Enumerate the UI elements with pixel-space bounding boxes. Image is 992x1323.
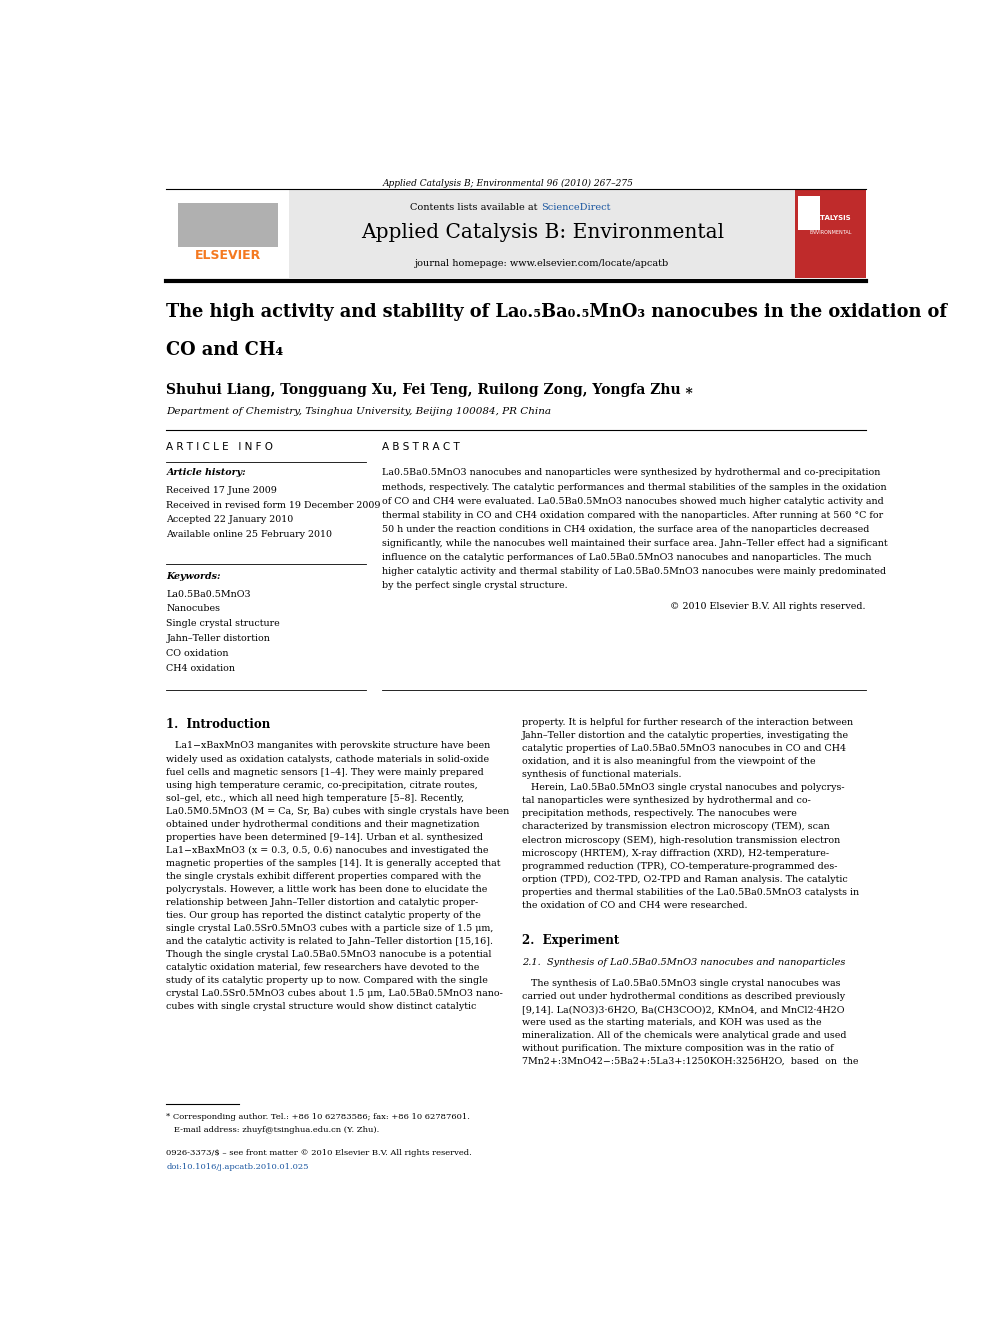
Text: the oxidation of CO and CH4 were researched.: the oxidation of CO and CH4 were researc…: [522, 901, 748, 910]
Text: catalytic oxidation material, few researchers have devoted to the: catalytic oxidation material, few resear…: [167, 963, 480, 972]
Text: by the perfect single crystal structure.: by the perfect single crystal structure.: [382, 581, 567, 590]
Text: significantly, while the nanocubes well maintained their surface area. Jahn–Tell: significantly, while the nanocubes well …: [382, 538, 887, 548]
Text: higher catalytic activity and thermal stability of La0.5Ba0.5MnO3 nanocubes were: higher catalytic activity and thermal st…: [382, 566, 886, 576]
Text: Available online 25 February 2010: Available online 25 February 2010: [167, 531, 332, 538]
Text: Herein, La0.5Ba0.5MnO3 single crystal nanocubes and polycrys-: Herein, La0.5Ba0.5MnO3 single crystal na…: [522, 783, 845, 792]
Text: cubes with single crystal structure would show distinct catalytic: cubes with single crystal structure woul…: [167, 1003, 477, 1011]
Text: Contents lists available at: Contents lists available at: [410, 202, 541, 212]
Text: widely used as oxidation catalysts, cathode materials in solid-oxide: widely used as oxidation catalysts, cath…: [167, 754, 489, 763]
Text: properties have been determined [9–14]. Urban et al. synthesized: properties have been determined [9–14]. …: [167, 832, 483, 841]
Text: were used as the starting materials, and KOH was used as the: were used as the starting materials, and…: [522, 1017, 821, 1027]
Text: A B S T R A C T: A B S T R A C T: [382, 442, 459, 452]
Text: properties and thermal stabilities of the La0.5Ba0.5MnO3 catalysts in: properties and thermal stabilities of th…: [522, 888, 859, 897]
Text: sol–gel, etc., which all need high temperature [5–8]. Recently,: sol–gel, etc., which all need high tempe…: [167, 794, 464, 803]
Bar: [796, 191, 866, 278]
Text: programmed reduction (TPR), CO-temperature-programmed des-: programmed reduction (TPR), CO-temperatu…: [522, 861, 837, 871]
Text: Shuhui Liang, Tongguang Xu, Fei Teng, Ruilong Zong, Yongfa Zhu ⁎: Shuhui Liang, Tongguang Xu, Fei Teng, Ru…: [167, 382, 693, 397]
Text: Received in revised form 19 December 2009: Received in revised form 19 December 200…: [167, 500, 381, 509]
Text: study of its catalytic property up to now. Compared with the single: study of its catalytic property up to no…: [167, 976, 488, 986]
Text: The high activity and stability of La₀.₅Ba₀.₅MnO₃ nanocubes in the oxidation of: The high activity and stability of La₀.₅…: [167, 303, 947, 321]
Text: La1−xBaxMnO3 (x = 0.3, 0.5, 0.6) nanocubes and investigated the: La1−xBaxMnO3 (x = 0.3, 0.5, 0.6) nanocub…: [167, 845, 489, 855]
Text: La0.5M0.5MnO3 (M = Ca, Sr, Ba) cubes with single crystals have been: La0.5M0.5MnO3 (M = Ca, Sr, Ba) cubes wit…: [167, 807, 510, 816]
Text: E-mail address: zhuyf@tsinghua.edu.cn (Y. Zhu).: E-mail address: zhuyf@tsinghua.edu.cn (Y…: [167, 1126, 380, 1134]
Text: * Corresponding author. Tel.: +86 10 62783586; fax: +86 10 62787601.: * Corresponding author. Tel.: +86 10 627…: [167, 1113, 470, 1122]
Text: CATALYSIS: CATALYSIS: [810, 216, 851, 221]
Text: catalytic properties of La0.5Ba0.5MnO3 nanocubes in CO and CH4: catalytic properties of La0.5Ba0.5MnO3 n…: [522, 744, 846, 753]
Text: La0.5Ba0.5MnO3: La0.5Ba0.5MnO3: [167, 590, 251, 599]
Text: obtained under hydrothermal conditions and their magnetization: obtained under hydrothermal conditions a…: [167, 820, 480, 828]
Text: Accepted 22 January 2010: Accepted 22 January 2010: [167, 516, 294, 524]
Text: mineralization. All of the chemicals were analytical grade and used: mineralization. All of the chemicals wer…: [522, 1031, 847, 1040]
Text: ENVIRONMENTAL: ENVIRONMENTAL: [809, 230, 852, 235]
Text: the single crystals exhibit different properties compared with the: the single crystals exhibit different pr…: [167, 872, 481, 881]
Text: precipitation methods, respectively. The nanocubes were: precipitation methods, respectively. The…: [522, 810, 798, 819]
Text: and the catalytic activity is related to Jahn–Teller distortion [15,16].: and the catalytic activity is related to…: [167, 937, 493, 946]
Text: Department of Chemistry, Tsinghua University, Beijing 100084, PR China: Department of Chemistry, Tsinghua Univer…: [167, 407, 552, 417]
Text: A R T I C L E   I N F O: A R T I C L E I N F O: [167, 442, 273, 452]
Text: property. It is helpful for further research of the interaction between: property. It is helpful for further rese…: [522, 718, 853, 728]
Text: Received 17 June 2009: Received 17 June 2009: [167, 486, 277, 495]
Text: Jahn–Teller distortion and the catalytic properties, investigating the: Jahn–Teller distortion and the catalytic…: [522, 732, 849, 740]
Text: relationship between Jahn–Teller distortion and catalytic proper-: relationship between Jahn–Teller distort…: [167, 898, 478, 908]
Text: 7Mn2+:3MnO42−:5Ba2+:5La3+:1250KOH:3256H2O,  based  on  the: 7Mn2+:3MnO42−:5Ba2+:5La3+:1250KOH:3256H2…: [522, 1057, 859, 1066]
Text: using high temperature ceramic, co-precipitation, citrate routes,: using high temperature ceramic, co-preci…: [167, 781, 478, 790]
Text: thermal stability in CO and CH4 oxidation compared with the nanoparticles. After: thermal stability in CO and CH4 oxidatio…: [382, 511, 883, 520]
Text: Applied Catalysis B: Environmental: Applied Catalysis B: Environmental: [361, 222, 724, 242]
Text: of CO and CH4 were evaluated. La0.5Ba0.5MnO3 nanocubes showed much higher cataly: of CO and CH4 were evaluated. La0.5Ba0.5…: [382, 496, 883, 505]
Text: The synthesis of La0.5Ba0.5MnO3 single crystal nanocubes was: The synthesis of La0.5Ba0.5MnO3 single c…: [522, 979, 841, 988]
Text: magnetic properties of the samples [14]. It is generally accepted that: magnetic properties of the samples [14].…: [167, 859, 501, 868]
Text: Keywords:: Keywords:: [167, 573, 221, 581]
Text: Single crystal structure: Single crystal structure: [167, 619, 280, 628]
Text: crystal La0.5Sr0.5MnO3 cubes about 1.5 μm, La0.5Ba0.5MnO3 nano-: crystal La0.5Sr0.5MnO3 cubes about 1.5 μ…: [167, 990, 503, 999]
Bar: [167, 191, 866, 278]
Text: fuel cells and magnetic sensors [1–4]. They were mainly prepared: fuel cells and magnetic sensors [1–4]. T…: [167, 767, 484, 777]
Text: 2.1.  Synthesis of La0.5Ba0.5MnO3 nanocubes and nanoparticles: 2.1. Synthesis of La0.5Ba0.5MnO3 nanocub…: [522, 958, 845, 967]
Text: CO oxidation: CO oxidation: [167, 648, 229, 658]
Text: 2.  Experiment: 2. Experiment: [522, 934, 619, 947]
Text: ScienceDirect: ScienceDirect: [541, 202, 610, 212]
Text: Nanocubes: Nanocubes: [167, 605, 220, 614]
Text: La0.5Ba0.5MnO3 nanocubes and nanoparticles were synthesized by hydrothermal and : La0.5Ba0.5MnO3 nanocubes and nanoparticl…: [382, 468, 880, 478]
Text: synthesis of functional materials.: synthesis of functional materials.: [522, 770, 682, 779]
Text: carried out under hydrothermal conditions as described previously: carried out under hydrothermal condition…: [522, 992, 845, 1002]
Text: [9,14]. La(NO3)3·6H2O, Ba(CH3COO)2, KMnO4, and MnCl2·4H2O: [9,14]. La(NO3)3·6H2O, Ba(CH3COO)2, KMnO…: [522, 1005, 845, 1013]
Text: ties. Our group has reported the distinct catalytic property of the: ties. Our group has reported the distinc…: [167, 912, 481, 919]
Text: microscopy (HRTEM), X-ray diffraction (XRD), H2-temperature-: microscopy (HRTEM), X-ray diffraction (X…: [522, 848, 829, 857]
Text: 1.  Introduction: 1. Introduction: [167, 718, 271, 732]
Text: single crystal La0.5Sr0.5MnO3 cubes with a particle size of 1.5 μm,: single crystal La0.5Sr0.5MnO3 cubes with…: [167, 923, 494, 933]
Text: electron microscopy (SEM), high-resolution transmission electron: electron microscopy (SEM), high-resoluti…: [522, 835, 840, 844]
Text: CO and CH₄: CO and CH₄: [167, 341, 284, 359]
Text: influence on the catalytic performances of La0.5Ba0.5MnO3 nanocubes and nanopart: influence on the catalytic performances …: [382, 553, 871, 562]
Text: characterized by transmission electron microscopy (TEM), scan: characterized by transmission electron m…: [522, 823, 830, 831]
Text: © 2010 Elsevier B.V. All rights reserved.: © 2010 Elsevier B.V. All rights reserved…: [671, 602, 866, 611]
Text: without purification. The mixture composition was in the ratio of: without purification. The mixture compos…: [522, 1044, 834, 1053]
Text: Applied Catalysis B; Environmental 96 (2010) 267–275: Applied Catalysis B; Environmental 96 (2…: [383, 179, 634, 188]
Text: polycrystals. However, a little work has been done to elucidate the: polycrystals. However, a little work has…: [167, 885, 488, 894]
Text: ELSEVIER: ELSEVIER: [194, 249, 261, 262]
Text: tal nanoparticles were synthesized by hydrothermal and co-: tal nanoparticles were synthesized by hy…: [522, 796, 811, 806]
Bar: [178, 202, 278, 247]
Text: journal homepage: www.elsevier.com/locate/apcatb: journal homepage: www.elsevier.com/locat…: [415, 259, 670, 267]
Bar: [167, 191, 290, 278]
Text: orption (TPD), CO2-TPD, O2-TPD and Raman analysis. The catalytic: orption (TPD), CO2-TPD, O2-TPD and Raman…: [522, 875, 848, 884]
Text: methods, respectively. The catalytic performances and thermal stabilities of the: methods, respectively. The catalytic per…: [382, 483, 886, 492]
Text: La1−xBaxMnO3 manganites with perovskite structure have been: La1−xBaxMnO3 manganites with perovskite …: [167, 741, 490, 750]
Text: Though the single crystal La0.5Ba0.5MnO3 nanocube is a potential: Though the single crystal La0.5Ba0.5MnO3…: [167, 950, 492, 959]
Text: 0926-3373/$ – see front matter © 2010 Elsevier B.V. All rights reserved.: 0926-3373/$ – see front matter © 2010 El…: [167, 1148, 472, 1156]
Text: 50 h under the reaction conditions in CH4 oxidation, the surface area of the nan: 50 h under the reaction conditions in CH…: [382, 525, 869, 533]
Bar: [799, 197, 819, 230]
Text: doi:10.1016/j.apcatb.2010.01.025: doi:10.1016/j.apcatb.2010.01.025: [167, 1163, 309, 1171]
Text: Article history:: Article history:: [167, 468, 246, 478]
Text: Jahn–Teller distortion: Jahn–Teller distortion: [167, 634, 270, 643]
Text: oxidation, and it is also meaningful from the viewpoint of the: oxidation, and it is also meaningful fro…: [522, 757, 815, 766]
Text: CH4 oxidation: CH4 oxidation: [167, 664, 235, 672]
